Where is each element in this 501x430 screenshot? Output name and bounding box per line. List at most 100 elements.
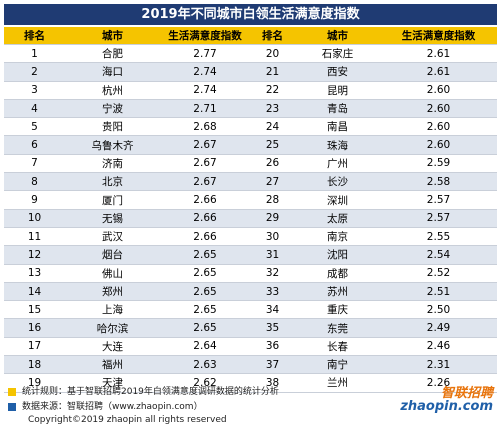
- cell: 2.68: [160, 117, 250, 137]
- cell: 天津: [65, 373, 160, 393]
- cell: 2.57: [380, 190, 497, 210]
- cell: 20: [250, 44, 295, 64]
- table-row: 8 北京 2.67 27 长沙 2.58: [4, 172, 497, 192]
- cell: 2.65: [160, 318, 250, 338]
- cell: 23: [250, 99, 295, 119]
- cell: 上海: [65, 300, 160, 320]
- table-row: 4 宁波 2.71 23 青岛 2.60: [4, 99, 497, 119]
- header-row: 排名 城市 生活满意度指数 排名 城市 生活满意度指数: [4, 27, 497, 45]
- cell: 10: [4, 209, 65, 228]
- table-title: 2019年不同城市白领生活满意度指数: [4, 4, 497, 25]
- cell: 1: [4, 44, 65, 64]
- cell: 35: [250, 318, 295, 338]
- cell: 2.49: [380, 318, 497, 338]
- cell: 宁波: [65, 99, 160, 119]
- header-cell: 城市: [65, 27, 160, 45]
- table-row: 1 合肥 2.77 20 石家庄 2.61: [4, 44, 497, 64]
- cell: 2.50: [380, 300, 497, 320]
- table-row: 7 济南 2.67 26 广州 2.59: [4, 154, 497, 174]
- cell: 杭州: [65, 81, 160, 100]
- cell: 33: [250, 282, 295, 302]
- cell: 2.71: [160, 99, 250, 119]
- cell: 深圳: [295, 190, 380, 210]
- cell: 29: [250, 209, 295, 228]
- cell: 2.26: [380, 373, 497, 393]
- cell: 18: [4, 355, 65, 375]
- cell: 2.46: [380, 337, 497, 357]
- cell: 海口: [65, 62, 160, 82]
- cell: 武汉: [65, 227, 160, 247]
- cell: 2.64: [160, 337, 250, 357]
- logo: 智联招聘 zhaopin.com: [400, 382, 493, 414]
- cell: 哈尔滨: [65, 318, 160, 338]
- cell: 21: [250, 62, 295, 82]
- cell: 2.65: [160, 264, 250, 283]
- cell: 青岛: [295, 99, 380, 119]
- cell: 3: [4, 81, 65, 100]
- cell: 2.60: [380, 135, 497, 155]
- cell: 2.52: [380, 264, 497, 283]
- cell: 2.66: [160, 227, 250, 247]
- cell: 2.61: [380, 44, 497, 64]
- cell: 2.67: [160, 154, 250, 174]
- cell: 长春: [295, 337, 380, 357]
- cell: 2.67: [160, 172, 250, 192]
- cell: 兰州: [295, 373, 380, 393]
- cell: 9: [4, 190, 65, 210]
- cell: 广州: [295, 154, 380, 174]
- cell: 石家庄: [295, 44, 380, 64]
- table-row: 6 乌鲁木齐 2.67 25 珠海 2.60: [4, 135, 497, 155]
- cell: 南京: [295, 227, 380, 247]
- cell: 烟台: [65, 245, 160, 265]
- cell: 2.58: [380, 172, 497, 192]
- cell: 2.61: [380, 62, 497, 82]
- cell: 2.66: [160, 209, 250, 228]
- cell: 无锡: [65, 209, 160, 228]
- cell: 2.77: [160, 44, 250, 64]
- cell: 2.66: [160, 190, 250, 210]
- cell: 22: [250, 81, 295, 100]
- cell: 12: [4, 245, 65, 265]
- cell: 南宁: [295, 355, 380, 375]
- logo-site: zhaopin.com: [400, 399, 493, 414]
- table-row: 3 杭州 2.74 22 昆明 2.60: [4, 81, 497, 100]
- note-text: 统计规则：基于智联招聘2019年白领满意度调研数据的统计分析: [22, 387, 279, 397]
- table-row: 19 天津 2.62 38 兰州 2.26: [4, 373, 497, 393]
- cell: 佛山: [65, 264, 160, 283]
- cell: 西安: [295, 62, 380, 82]
- note: 数据来源：智联招聘（www.zhaopin.com）: [8, 399, 203, 412]
- table-row: 12 烟台 2.65 31 沈阳 2.54: [4, 245, 497, 265]
- table-row: 14 郑州 2.65 33 苏州 2.51: [4, 282, 497, 302]
- logo-name: 智联招聘: [440, 386, 493, 401]
- cell: 厦门: [65, 190, 160, 210]
- cell: 沈阳: [295, 245, 380, 265]
- table-row: 2 海口 2.74 21 西安 2.61: [4, 62, 497, 82]
- cell: 36: [250, 337, 295, 357]
- cell: 东莞: [295, 318, 380, 338]
- cell: 11: [4, 227, 65, 247]
- cell: 2.74: [160, 62, 250, 82]
- cell: 2.74: [160, 81, 250, 100]
- copyright: Copyright©2019 zhaopin all rights reserv…: [28, 415, 227, 425]
- cell: 乌鲁木齐: [65, 135, 160, 155]
- cell: 成都: [295, 264, 380, 283]
- header-cell: 排名: [250, 27, 295, 45]
- cell: 37: [250, 355, 295, 375]
- header-cell: 生活满意度指数: [160, 27, 250, 45]
- cell: 7: [4, 154, 65, 174]
- cell: 长沙: [295, 172, 380, 192]
- cell: 8: [4, 172, 65, 192]
- cell: 2: [4, 62, 65, 82]
- table-row: 15 上海 2.65 34 重庆 2.50: [4, 300, 497, 320]
- cell: 27: [250, 172, 295, 192]
- cell: 2.65: [160, 300, 250, 320]
- header-cell: 生活满意度指数: [380, 27, 497, 45]
- cell: 2.55: [380, 227, 497, 247]
- cell: 24: [250, 117, 295, 137]
- cell: 38: [250, 373, 295, 393]
- cell: 太原: [295, 209, 380, 228]
- cell: 苏州: [295, 282, 380, 302]
- cell: 15: [4, 300, 65, 320]
- cell: 2.60: [380, 99, 497, 119]
